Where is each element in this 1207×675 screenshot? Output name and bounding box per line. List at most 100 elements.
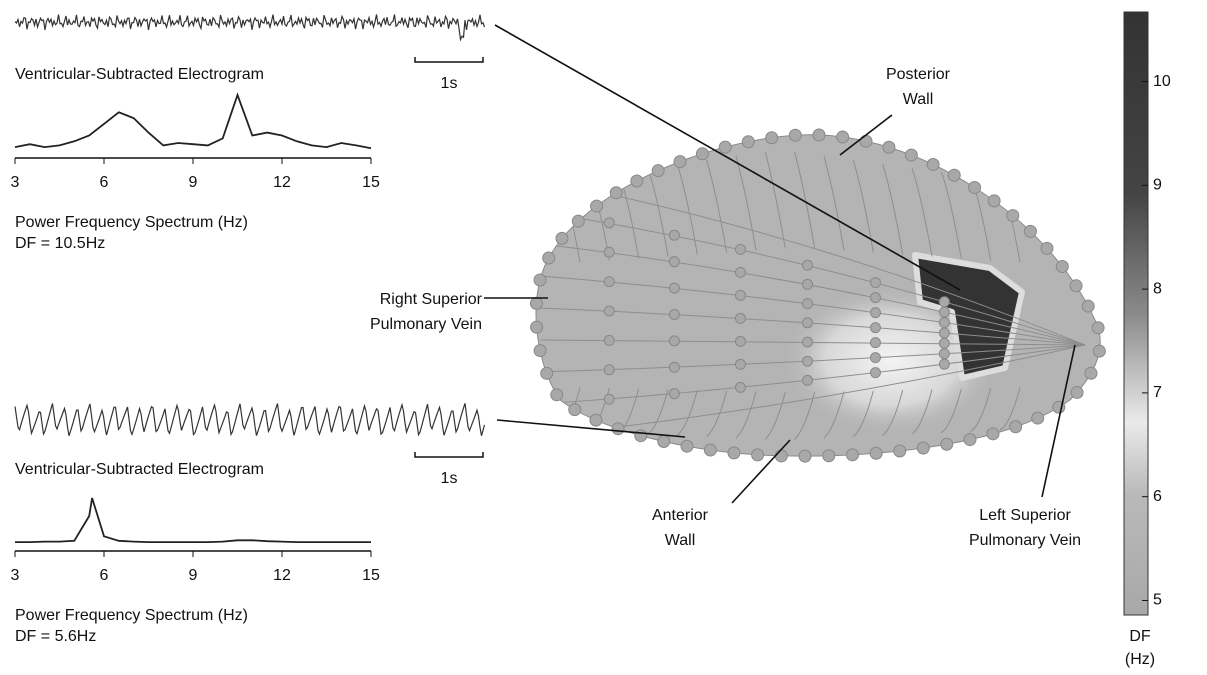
node [635,430,647,442]
node [669,362,679,372]
node [681,440,693,452]
node [766,132,778,144]
tick-label: 8 [1153,280,1162,297]
node [652,165,664,177]
node [1032,412,1044,424]
tick-label: 9 [1153,177,1162,194]
colorbar-label: (Hz) [1125,651,1155,668]
annotation: Pulmonary Vein [370,316,482,333]
node [803,356,813,366]
colorbar [1124,12,1148,615]
node [917,442,929,454]
node [870,368,880,378]
node [860,135,872,147]
node [939,318,949,328]
node [969,181,981,193]
node [894,445,906,457]
node [752,449,764,461]
node [572,215,584,227]
node [591,200,603,212]
node [735,267,745,277]
node [789,129,801,141]
node [1024,225,1036,237]
node [556,232,568,244]
electrogram [15,15,485,40]
node [803,260,813,270]
node [1092,322,1104,334]
node [939,307,949,317]
node [604,365,614,375]
x-tick-label: 3 [11,567,20,584]
annotation: Left Superior [979,507,1071,524]
electrogram-label: Ventricular-Subtracted Electrogram [15,66,264,83]
node [883,141,895,153]
node [604,306,614,316]
node [669,336,679,346]
x-tick-label: 3 [11,174,20,191]
node [674,156,686,168]
node [631,175,643,187]
node [534,345,546,357]
node [735,359,745,369]
node [531,321,543,333]
tick-label: 6 [1153,488,1162,505]
node [719,141,731,153]
node [551,389,563,401]
node [1071,386,1083,398]
electrogram-label: Ventricular-Subtracted Electrogram [15,461,264,478]
colorbar-label: DF [1129,628,1151,645]
scale-label: 1s [441,75,458,92]
node [604,335,614,345]
node [775,450,787,462]
node [905,149,917,161]
node [590,414,602,426]
node [846,449,858,461]
x-tick-label: 12 [273,567,291,584]
node [658,435,670,447]
node [1056,261,1068,273]
node [1007,210,1019,222]
node [669,309,679,319]
node [669,257,679,267]
node [939,349,949,359]
x-tick-label: 15 [362,174,380,191]
annotation: Anterior [652,507,709,524]
node [939,297,949,307]
node [1010,421,1022,433]
node [927,158,939,170]
node [813,129,825,141]
tick-label: 10 [1153,73,1171,90]
x-axis-label: Power Frequency Spectrum (Hz) [15,214,248,231]
node [1041,242,1053,254]
node [742,136,754,148]
node [870,353,880,363]
node [941,438,953,450]
node [803,337,813,347]
annotation: Wall [665,532,696,549]
x-tick-label: 9 [189,567,198,584]
x-tick-label: 6 [100,567,109,584]
node [803,375,813,385]
node [870,278,880,288]
node [1093,345,1105,357]
node [870,293,880,303]
node [541,367,553,379]
x-tick-label: 6 [100,174,109,191]
node [534,274,546,286]
x-tick-label: 9 [189,174,198,191]
node [1085,367,1097,379]
node [530,297,542,309]
node [1070,280,1082,292]
node [735,313,745,323]
node [1082,300,1094,312]
node [735,290,745,300]
spectrum-line [15,498,371,542]
node [939,338,949,348]
electrogram [15,403,485,436]
annotation: DF = 5.6Hz [15,628,96,645]
node [987,428,999,440]
tick-label: 5 [1153,592,1162,609]
node [604,247,614,257]
node [803,279,813,289]
figure: Ventricular-Subtracted Electrogram 1s 3 6 9 1… [0,0,1207,675]
